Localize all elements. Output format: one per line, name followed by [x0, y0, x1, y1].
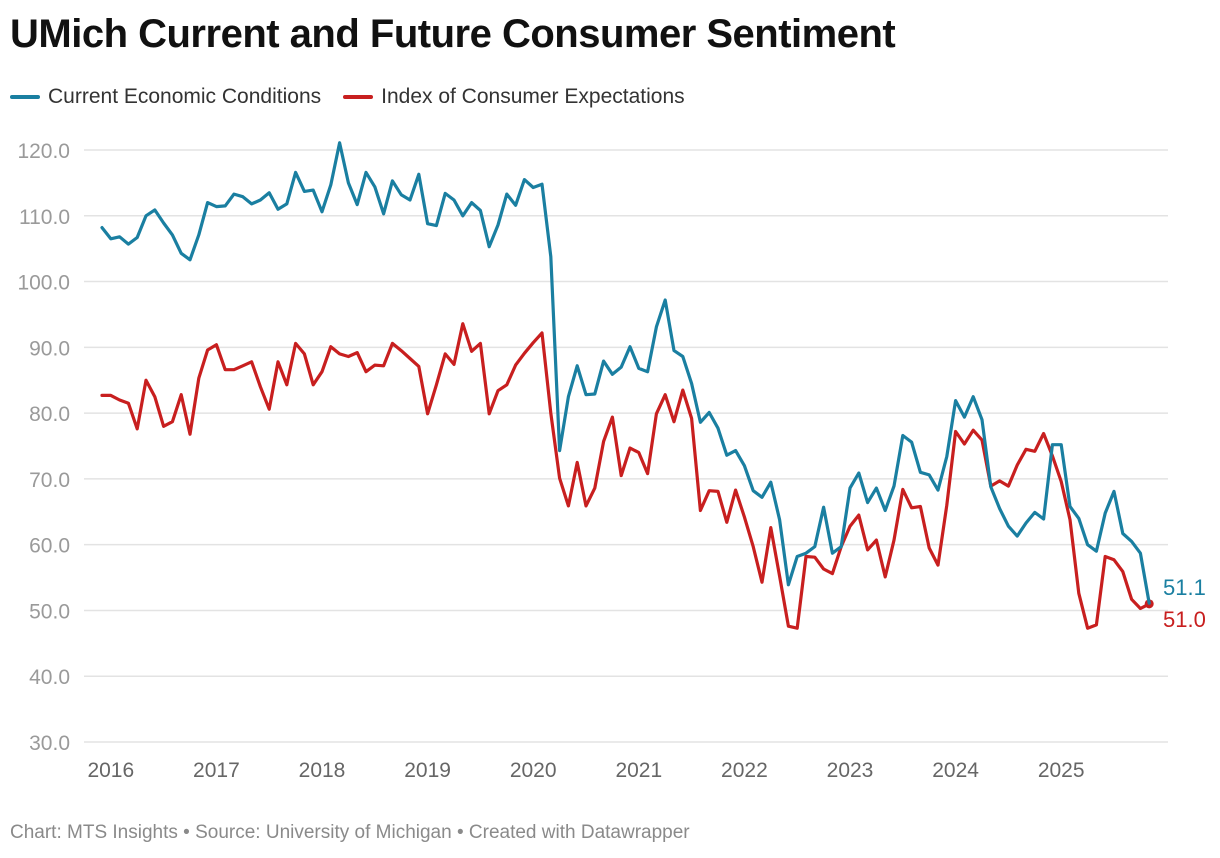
legend-swatch-expectations	[343, 95, 374, 99]
gridlines	[84, 149, 1168, 743]
y-tick-label: 40.0	[29, 666, 70, 689]
x-tick-label: 2022	[721, 759, 768, 782]
end-labels: 51.0 51.1	[1163, 575, 1206, 632]
legend-item-expectations: Index of Consumer Expectations	[343, 85, 685, 109]
y-tick-label: 70.0	[29, 469, 70, 492]
y-tick-label: 50.0	[29, 600, 70, 623]
legend-label-expectations: Index of Consumer Expectations	[381, 85, 685, 108]
x-tick-label: 2017	[193, 759, 240, 782]
series-line-consumer-expectations	[100, 322, 1151, 630]
legend-swatch-current	[10, 95, 40, 99]
x-tick-label: 2019	[404, 759, 451, 782]
y-tick-label: 120.0	[17, 140, 70, 163]
end-label-consumer-expectations: 51.0	[1163, 607, 1206, 632]
y-tick-label: 90.0	[29, 337, 70, 360]
x-axis-ticks: 2016 2017 2018 2019 2020 2021 2022 2023 2024 2025	[87, 759, 1084, 782]
series-lines	[100, 141, 1154, 630]
y-tick-label: 30.0	[29, 732, 70, 755]
x-tick-label: 2021	[615, 759, 662, 782]
y-tick-label: 60.0	[29, 535, 70, 558]
legend: Current Economic Conditions Index of Con…	[10, 85, 685, 109]
x-tick-label: 2018	[299, 759, 346, 782]
series-line-current-economic-conditions	[100, 141, 1151, 605]
chart-title: UMich Current and Future Consumer Sentim…	[10, 12, 896, 56]
x-tick-label: 2024	[932, 759, 979, 782]
x-tick-label: 2025	[1038, 759, 1085, 782]
y-tick-label: 80.0	[29, 403, 70, 426]
chart-footer: Chart: MTS Insights • Source: University…	[10, 822, 690, 843]
x-tick-label: 2023	[827, 759, 874, 782]
y-tick-label: 100.0	[17, 272, 70, 295]
x-tick-label: 2020	[510, 759, 557, 782]
end-label-current-economic-conditions: 51.1	[1163, 575, 1206, 600]
y-axis-ticks: 30.0 40.0 50.0 60.0 70.0 80.0 90.0 100.0 110.0 12…	[17, 140, 70, 755]
legend-item-current: Current Economic Conditions	[10, 85, 321, 109]
legend-label-current: Current Economic Conditions	[48, 85, 322, 108]
x-tick-label: 2016	[87, 759, 134, 782]
y-tick-label: 110.0	[19, 206, 70, 229]
